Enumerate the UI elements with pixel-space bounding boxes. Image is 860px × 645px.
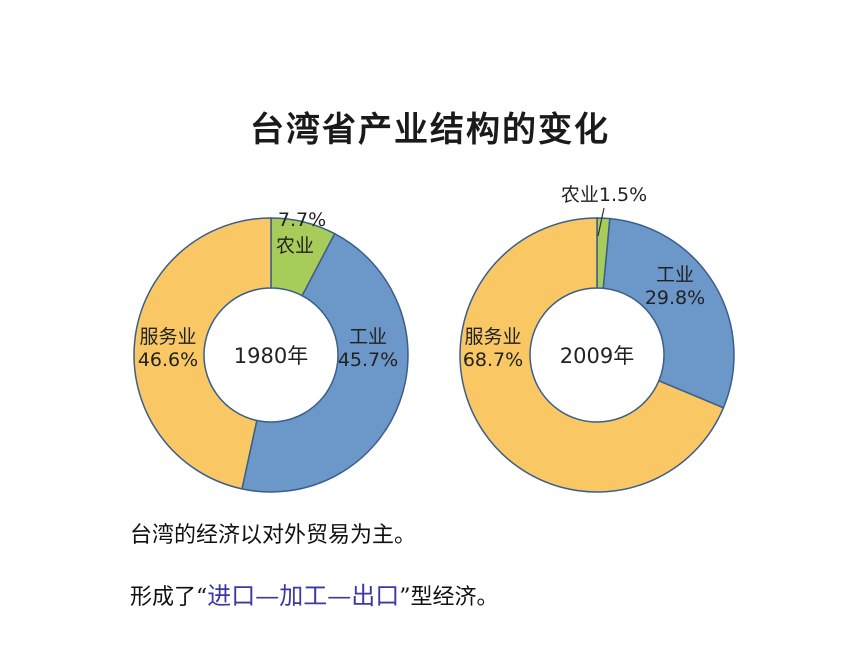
caption-highlight: 进口—加工—出口: [207, 582, 400, 610]
slice-value-agriculture: 7.7%: [278, 209, 326, 231]
center-year-label: 1980年: [234, 344, 308, 368]
slice-label-agriculture: 农业1.5%: [561, 184, 647, 206]
chart-title: 台湾省产业结构的变化: [250, 110, 610, 150]
caption-line-1: 台湾的经济以对外贸易为主。: [130, 523, 417, 548]
slice-label-agriculture: 农业: [276, 235, 314, 257]
slice-industry: [241, 232, 409, 493]
caption-line-2-suffix: ”型经济。: [399, 585, 499, 610]
slice-label-services: 服务业 46.6%: [138, 326, 198, 371]
slice-label-industry: 工业 45.7%: [338, 326, 398, 371]
leader-line: [597, 207, 605, 237]
donut-chart-2009: 2009年 农业1.5% 工业 29.8% 服务业 68.7%: [459, 184, 735, 493]
caption-line-2-prefix: 形成了“: [130, 585, 208, 610]
slice-label-industry: 工业 29.8%: [645, 264, 705, 309]
center-year-label: 2009年: [560, 344, 634, 368]
caption-line-2: 形成了“进口—加工—出口”型经济。: [130, 576, 499, 611]
slice-services: [459, 217, 725, 493]
slice-services: [133, 217, 272, 490]
slice-industry: [602, 217, 735, 409]
slice-label-services: 服务业 68.7%: [463, 326, 523, 371]
